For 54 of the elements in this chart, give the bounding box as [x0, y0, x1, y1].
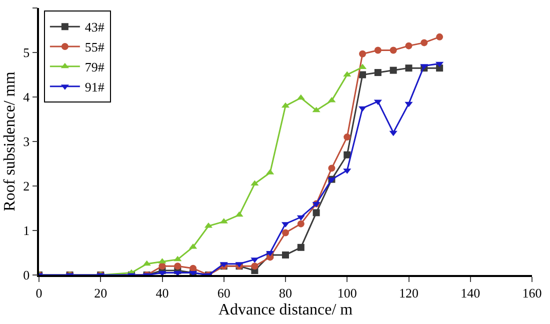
- point: [250, 180, 259, 186]
- point: [405, 42, 412, 50]
- x-tick-label: 60: [217, 285, 230, 300]
- x-tick-label: 80: [279, 285, 292, 300]
- y-axis-title: Roof subsidence/ mm: [2, 71, 19, 212]
- point: [312, 209, 320, 216]
- point: [420, 39, 428, 46]
- x-tick-label: 20: [94, 285, 108, 300]
- x-axis-title: Advance distance/ m: [218, 302, 354, 319]
- x-tick-label: 160: [522, 285, 542, 300]
- point: [190, 264, 197, 272]
- legend-label: 91#: [84, 79, 105, 94]
- point: [282, 251, 289, 258]
- x-tick-label: 120: [399, 285, 418, 300]
- point: [405, 64, 412, 72]
- x-tick-label: 140: [460, 285, 480, 300]
- point: [251, 262, 258, 270]
- y-tick-label: 2: [23, 178, 30, 194]
- y-tick-label: 4: [23, 90, 30, 105]
- point: [359, 71, 366, 78]
- y-tick-label: 5: [23, 45, 30, 60]
- point: [296, 94, 305, 100]
- x-tick-label: 40: [156, 285, 169, 300]
- point: [344, 151, 351, 158]
- point: [142, 260, 151, 266]
- y-tick-label: 3: [23, 134, 30, 150]
- point: [297, 220, 304, 228]
- legend-label: 55#: [84, 40, 105, 55]
- point: [235, 211, 244, 217]
- point: [328, 164, 336, 172]
- point: [174, 262, 182, 270]
- point: [174, 256, 182, 262]
- point: [404, 102, 413, 108]
- point: [374, 46, 382, 54]
- point: [390, 46, 397, 54]
- point: [282, 229, 289, 236]
- point: [436, 62, 444, 68]
- point: [158, 262, 166, 270]
- point: [436, 33, 444, 40]
- legend-label: 79#: [84, 59, 105, 74]
- y-tick-label: 0: [23, 268, 30, 283]
- x-tick-label: 100: [337, 285, 357, 300]
- point: [389, 130, 398, 136]
- point: [374, 69, 382, 76]
- point: [344, 134, 351, 141]
- point: [359, 50, 366, 58]
- y-tick-label: 1: [23, 223, 30, 238]
- point: [390, 66, 397, 74]
- legend-label: 43#: [84, 20, 105, 35]
- point: [296, 215, 305, 221]
- point: [189, 243, 198, 249]
- x-tick-label: 0: [36, 285, 42, 300]
- point: [312, 106, 320, 112]
- point: [297, 244, 304, 251]
